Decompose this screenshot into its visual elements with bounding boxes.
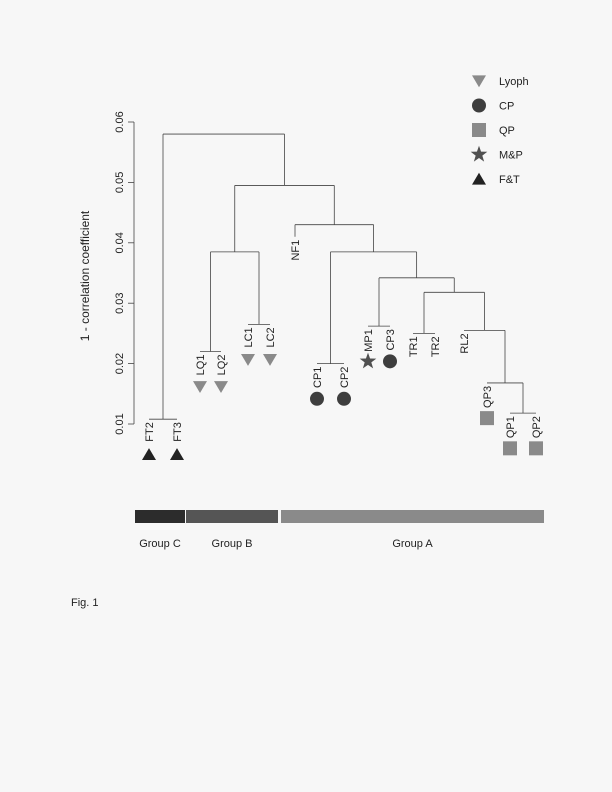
leaf-marker-qp3 — [480, 411, 494, 426]
group-bar — [135, 510, 185, 523]
leaf-marker-ft3 — [170, 448, 184, 460]
leaf-marker-mp1 — [359, 352, 377, 369]
leaf-label-cp3: CP3 — [385, 329, 397, 350]
leaf-marker-cp3 — [383, 354, 397, 369]
leaf-labels: FT2 FT3 LQ1 LQ2 LC1 LC2 NF1 CP1 CP2 MP1 CP3 TR1 TR2 R… — [144, 240, 543, 442]
leaf-marker-qp1 — [503, 441, 517, 456]
leaf-marker-ft2 — [142, 448, 156, 460]
leaf-label-lc1: LC1 — [243, 327, 255, 347]
y-tick-label: 0.01 — [114, 413, 126, 434]
legend-label: M&P — [499, 150, 523, 162]
group-label: Group C — [139, 538, 181, 550]
leaf-label-cp1: CP1 — [312, 367, 324, 388]
group-label: Group A — [392, 538, 433, 550]
group-label: Group B — [212, 538, 253, 550]
leaf-markers — [142, 352, 543, 460]
legend-marker-square — [472, 123, 486, 137]
dendrogram-tree — [149, 133, 536, 420]
group-bar — [186, 510, 278, 523]
legend-marker-circle — [472, 98, 486, 113]
legend-label: Lyoph — [499, 76, 529, 88]
figure-caption: Fig. 1 — [71, 597, 99, 609]
legend-label: CP — [499, 101, 514, 113]
leaf-marker-lc1 — [241, 353, 255, 366]
leaf-marker-lq1 — [193, 381, 207, 394]
y-tick-label: 0.04 — [114, 232, 126, 253]
leaf-label-ft3: FT3 — [172, 422, 184, 442]
leaf-marker-cp2 — [337, 391, 351, 406]
y-tick-label: 0.05 — [114, 172, 126, 193]
y-tick-label: 0.06 — [114, 111, 126, 132]
leaf-label-qp1: QP1 — [505, 416, 517, 438]
leaf-label-qp3: QP3 — [482, 386, 494, 408]
legend-marker-triangle-down — [472, 75, 486, 88]
legend-label: F&T — [499, 174, 520, 186]
y-tick-label: 0.03 — [114, 292, 126, 313]
leaf-label-ft2: FT2 — [144, 422, 156, 442]
leaf-label-qp2: QP2 — [531, 416, 543, 438]
group-bars: Group C Group B Group A — [135, 510, 544, 550]
y-axis: 0.01 0.02 0.03 0.04 0.05 0.06 — [114, 111, 135, 435]
leaf-marker-cp1 — [310, 391, 324, 406]
leaf-marker-lc2 — [263, 353, 277, 366]
group-bar — [281, 510, 544, 523]
leaf-label-rl2: RL2 — [459, 333, 471, 353]
leaf-label-nf1: NF1 — [290, 240, 302, 261]
y-axis-label: 1 - correlation coefficient — [78, 210, 92, 341]
legend-marker-triangle-up — [472, 172, 486, 185]
y-tick-label: 0.02 — [114, 353, 126, 374]
leaf-marker-qp2 — [529, 441, 543, 456]
legend: Lyoph CP QP M&P F&T — [470, 75, 529, 186]
leaf-label-cp2: CP2 — [339, 367, 351, 388]
leaf-label-lq2: LQ2 — [216, 355, 228, 376]
leaf-label-mp1: MP1 — [363, 329, 375, 352]
leaf-label-lc2: LC2 — [265, 327, 277, 347]
legend-label: QP — [499, 125, 515, 137]
leaf-label-lq1: LQ1 — [195, 355, 207, 376]
legend-marker-star — [470, 145, 488, 162]
leaf-marker-lq2 — [214, 381, 228, 394]
leaf-label-tr1: TR1 — [408, 336, 420, 357]
leaf-label-tr2: TR2 — [430, 336, 442, 357]
